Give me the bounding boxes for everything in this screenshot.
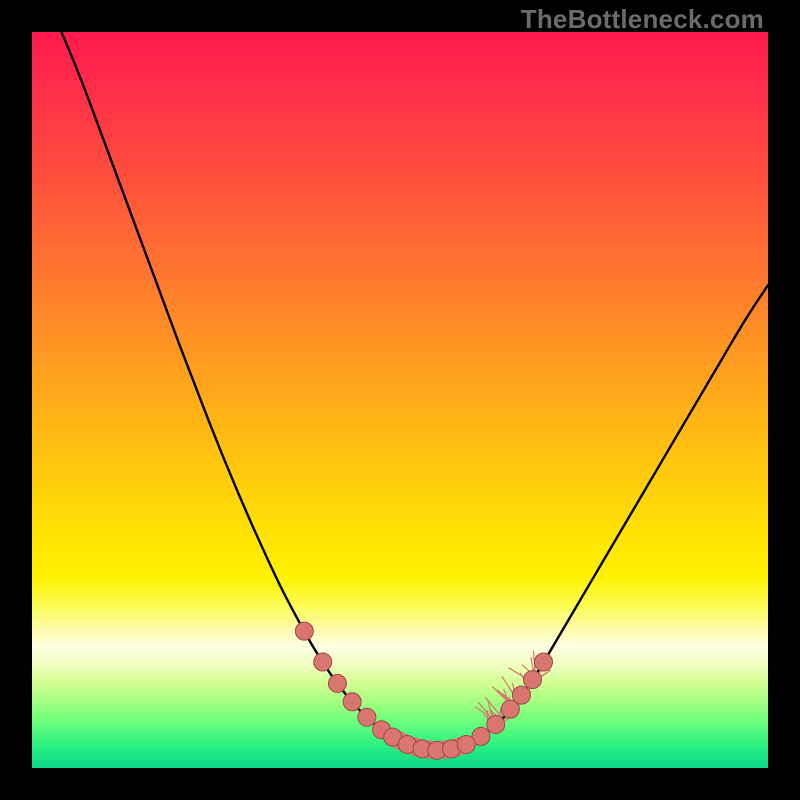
curve-marker [328, 674, 346, 692]
figure-frame: TheBottleneck.com [0, 0, 800, 800]
curve-marker [487, 716, 505, 734]
curve-marker [314, 653, 332, 671]
watermark-text: TheBottleneck.com [521, 4, 764, 35]
curve-marker [457, 735, 475, 753]
curve-marker [535, 653, 553, 671]
chart-background [32, 32, 768, 768]
curve-marker [523, 671, 541, 689]
plot-area [32, 32, 768, 768]
bottleneck-curve-chart [32, 32, 768, 768]
curve-marker [358, 708, 376, 726]
curve-marker [295, 622, 313, 640]
curve-marker [343, 693, 361, 711]
curve-marker [512, 686, 530, 704]
